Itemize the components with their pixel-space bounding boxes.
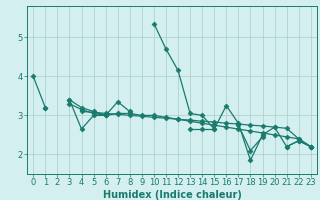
X-axis label: Humidex (Indice chaleur): Humidex (Indice chaleur) <box>103 190 241 200</box>
